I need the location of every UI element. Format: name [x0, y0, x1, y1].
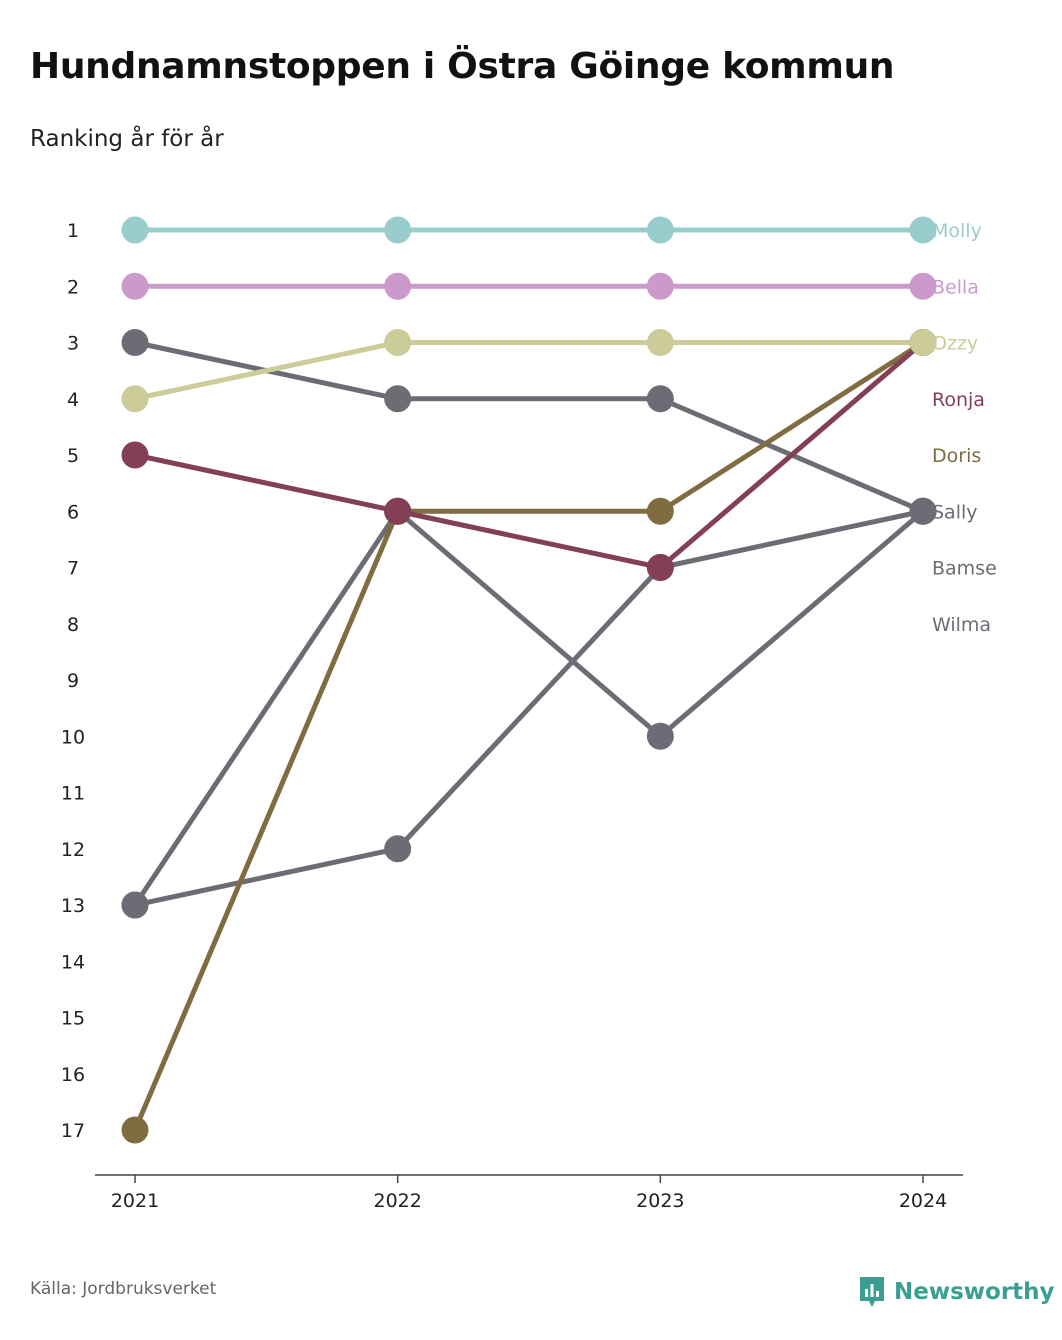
series-line-ronja: [132, 340, 926, 570]
point-ozzy-2023: [646, 329, 674, 356]
point-molly-2022: [384, 216, 412, 244]
y-tick-label: 10: [61, 726, 85, 748]
x-tick-label: 2021: [111, 1190, 159, 1212]
point-ozzy-2021: [121, 385, 149, 413]
x-tick-label: 2024: [899, 1190, 947, 1212]
point-ozzy-2024: [909, 329, 937, 356]
point-sally-2021: [121, 329, 149, 356]
series-label-ronja: Ronja: [932, 389, 985, 411]
newsworthy-logo-text: Newsworthy: [894, 1279, 1055, 1305]
point-doris-2021: [121, 1116, 149, 1144]
series-line-ozzy: [132, 340, 926, 402]
source-note: Källa: Jordbruksverket: [30, 1279, 217, 1299]
y-tick-label: 15: [61, 1008, 85, 1030]
y-tick-label: 3: [67, 333, 79, 355]
chart-title: Hundnamnstoppen i Östra Göinge kommun: [30, 46, 895, 87]
y-tick-label: 4: [67, 389, 79, 411]
point-bamse-2021: [121, 891, 149, 919]
series-line-doris: [132, 340, 926, 1133]
point-doris-2023: [646, 497, 674, 525]
series-labels: Molly Bella Ozzy Ronja Doris Sally Bamse Wilma: [932, 220, 997, 636]
point-ronja-2023: [646, 554, 674, 581]
point-molly-2024: [909, 216, 937, 244]
y-tick-label: 11: [61, 783, 85, 805]
series-line-bamse: [132, 508, 926, 908]
point-sally-2023: [646, 385, 674, 413]
y-tick-label: 6: [67, 501, 79, 523]
series-label-ozzy: Ozzy: [932, 333, 978, 355]
chart-subtitle: Ranking år för år: [30, 126, 224, 152]
x-tick-label: 2023: [636, 1190, 684, 1212]
y-tick-label: 13: [61, 895, 85, 917]
y-tick-label: 5: [67, 445, 79, 467]
point-bella-2021: [121, 272, 149, 300]
y-tick-label: 2: [67, 276, 79, 298]
y-tick-label: 7: [67, 558, 79, 580]
series-label-doris: Doris: [932, 445, 981, 467]
point-molly-2021: [121, 216, 149, 244]
y-tick-label: 16: [61, 1064, 85, 1086]
point-bella-2022: [384, 272, 412, 300]
y-tick-label: 12: [61, 839, 85, 861]
series-label-bamse: Bamse: [932, 558, 997, 580]
point-bella-2023: [646, 272, 674, 300]
series-label-bella: Bella: [932, 276, 979, 298]
series-line-wilma: [132, 508, 926, 908]
point-molly-2023: [646, 216, 674, 244]
series-label-molly: Molly: [932, 220, 982, 242]
y-tick-label: 1: [67, 220, 79, 242]
newsworthy-logo-icon: [860, 1277, 884, 1307]
series-line-sally: [132, 340, 926, 514]
point-ronja-2021: [121, 441, 149, 469]
y-tick-label: 8: [67, 614, 79, 636]
x-tick-label: 2022: [373, 1190, 421, 1212]
series-lines: [132, 227, 926, 1133]
point-bella-2024: [909, 272, 937, 300]
point-ronja-2022: [384, 497, 412, 525]
newsworthy-logo[interactable]: Newsworthy: [858, 1275, 1055, 1309]
series-label-wilma: Wilma: [932, 614, 991, 636]
y-tick-label: 14: [61, 951, 85, 973]
y-tick-label: 9: [67, 670, 79, 692]
x-axis: 2021 2022 2023 2024: [95, 1174, 963, 1212]
y-tick-label: 17: [61, 1120, 85, 1142]
series-points: [121, 216, 937, 1144]
point-bamse-2023: [646, 722, 674, 750]
point-ozzy-2022: [384, 329, 412, 356]
point-wilma-2022: [384, 835, 412, 863]
series-label-sally: Sally: [932, 501, 978, 523]
point-sally-2024: [909, 497, 937, 525]
point-sally-2022: [384, 385, 412, 413]
